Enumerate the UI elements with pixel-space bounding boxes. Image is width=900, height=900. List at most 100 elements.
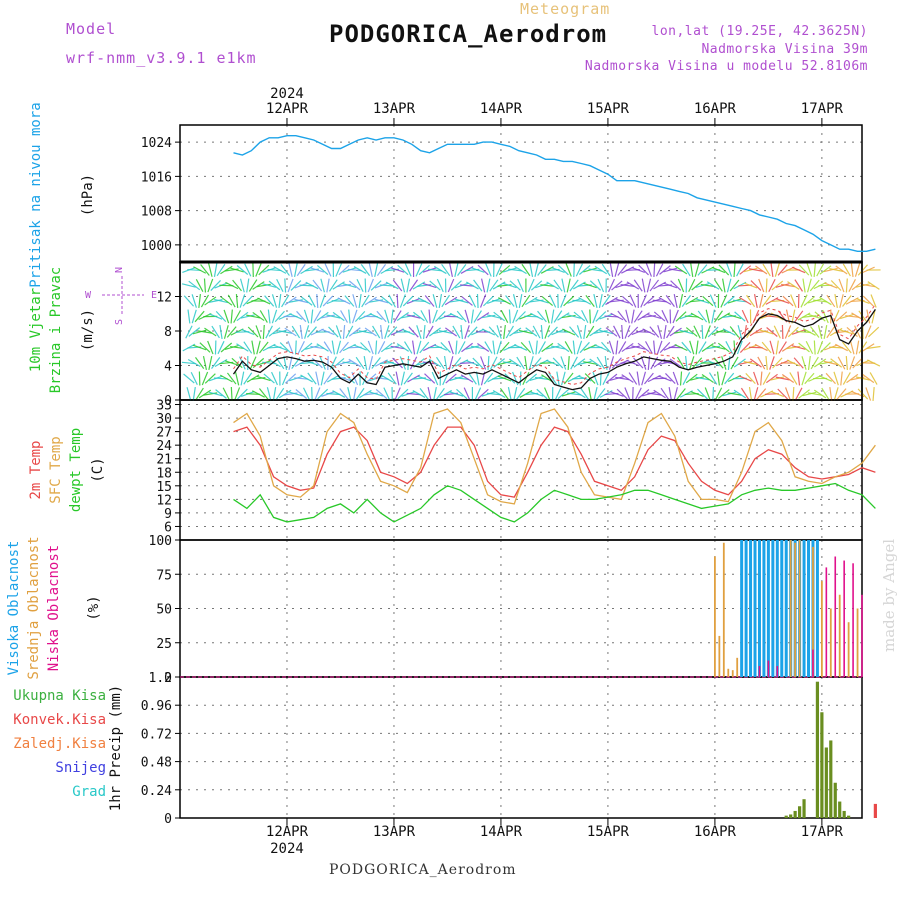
wind-barb <box>729 279 740 292</box>
wind-barb <box>427 268 442 272</box>
wind-barb <box>208 263 213 277</box>
wind-barb <box>787 326 799 338</box>
wind-barb <box>312 279 323 292</box>
wind-barb <box>463 387 471 401</box>
wind-barb <box>714 279 723 292</box>
wind-barb <box>317 388 329 400</box>
wind-barb <box>641 371 647 386</box>
precip-bar <box>842 810 846 818</box>
wind-barb <box>830 280 842 291</box>
wind-barb <box>626 359 640 367</box>
wind-barb <box>656 340 663 355</box>
wind-barb <box>770 376 785 381</box>
wind-barb <box>823 267 838 273</box>
wind-barb <box>233 310 241 323</box>
wind-barb <box>663 267 678 273</box>
wind-barb <box>486 392 501 396</box>
wind-barb <box>444 296 458 306</box>
wind-barb <box>780 283 796 288</box>
wind-barb <box>476 312 490 321</box>
wind-barb <box>868 326 880 338</box>
cloud-axis-label-0: Visoka Oblacnost <box>6 541 22 676</box>
wind-barb <box>380 296 393 306</box>
wind-barb <box>829 386 833 402</box>
wind-barb <box>360 264 371 276</box>
wind-barb <box>364 327 377 337</box>
wind-barb <box>813 389 827 399</box>
wind-barb <box>412 340 416 355</box>
wind-barb <box>589 327 602 337</box>
wind-barb <box>862 373 875 384</box>
wind-barb <box>738 375 752 382</box>
wind-barb <box>643 295 655 307</box>
wind-barb <box>399 294 406 308</box>
wind-barb <box>236 265 249 275</box>
wind-barb <box>246 278 250 293</box>
wind-barb <box>589 280 601 291</box>
wind-barb <box>640 356 647 370</box>
precip-bar <box>784 815 788 818</box>
wind-barb <box>211 325 220 339</box>
pressure-line <box>233 134 876 253</box>
wind-barb <box>505 325 514 339</box>
wind-barb <box>858 341 868 354</box>
wind-barb <box>422 361 437 365</box>
wind-barb <box>530 280 543 291</box>
wind-barb <box>625 309 630 324</box>
wind-barb <box>215 389 227 399</box>
wind-barb <box>243 341 253 354</box>
wind-barb <box>232 279 242 292</box>
wind-barb <box>513 344 528 351</box>
wind-barb <box>351 309 358 324</box>
wind-barb <box>199 342 211 353</box>
wind-barb <box>625 345 640 350</box>
wind-barb <box>480 356 487 370</box>
wind-barb <box>258 341 269 354</box>
compass-north: N <box>114 267 125 273</box>
wind-barb <box>834 294 838 308</box>
wind-barb <box>655 263 664 277</box>
wind-barb <box>404 263 412 277</box>
panel-frame <box>179 399 863 541</box>
wind-barb <box>425 325 434 339</box>
wind-barb <box>348 309 351 324</box>
cloud-unit-label: (%) <box>86 595 102 620</box>
wind-barb <box>669 327 682 337</box>
wind-barb <box>726 263 733 277</box>
wind-barb <box>424 295 435 307</box>
wind-barb <box>649 326 660 338</box>
wind-barb <box>530 312 544 321</box>
wind-barb <box>534 263 539 277</box>
wind-barb <box>672 371 679 386</box>
wind-barb <box>775 340 779 355</box>
wind-barb <box>588 268 603 272</box>
wind-barb <box>219 374 233 383</box>
wind-barb <box>605 373 618 384</box>
wind-barb <box>279 342 291 353</box>
wind-barb <box>722 328 736 336</box>
wind-barb <box>784 325 792 339</box>
wind-barb <box>281 294 290 308</box>
wind-barb <box>214 298 228 304</box>
precip-bar <box>833 782 837 818</box>
wind-barb <box>455 340 458 355</box>
wind-barb <box>376 263 387 277</box>
wind-barb <box>534 376 549 381</box>
wind-barb <box>485 263 492 277</box>
wind-barb <box>529 263 534 277</box>
wind-barb <box>499 341 510 354</box>
wind-barb <box>473 310 482 323</box>
wind-barb <box>607 278 615 293</box>
pressure-axis-label: Pritisak na nivou mora <box>28 102 44 287</box>
wind-barb <box>685 373 698 384</box>
wind-barb <box>793 357 804 369</box>
wind-barb <box>721 371 727 386</box>
wind-barb <box>717 342 730 353</box>
wind-barb <box>790 294 797 308</box>
wind-barb <box>807 355 811 371</box>
wind-barb <box>230 345 245 350</box>
wind-barb <box>688 278 696 293</box>
wind-barb <box>397 264 409 276</box>
wind-barb <box>407 355 410 371</box>
wind-barb <box>820 342 831 353</box>
